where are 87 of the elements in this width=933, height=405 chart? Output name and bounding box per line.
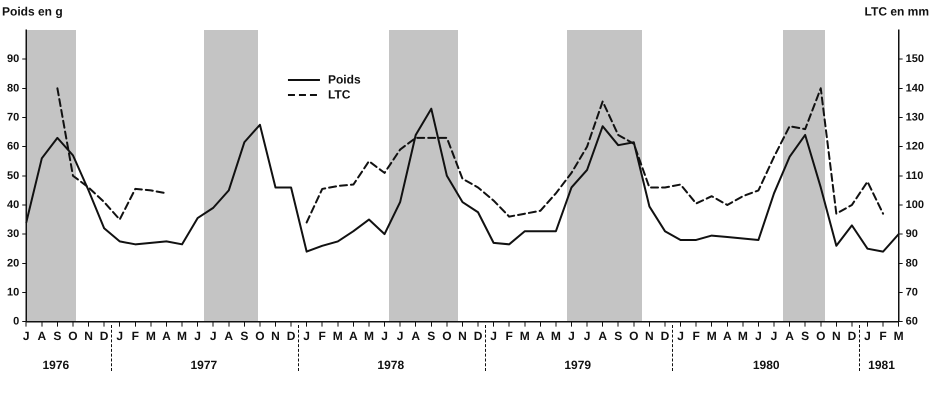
x-tick-label: A bbox=[224, 329, 234, 344]
x-tick-label: A bbox=[162, 329, 172, 344]
x-tick-label: S bbox=[53, 329, 62, 344]
x-tick-label: J bbox=[116, 329, 124, 344]
y-tick-label: 90 bbox=[6, 53, 20, 66]
x-tick-label: D bbox=[660, 329, 670, 344]
text: 1976 bbox=[42, 358, 70, 372]
x-tick-label: A bbox=[785, 329, 794, 344]
x-tick-label: A bbox=[411, 329, 420, 344]
x-tick-label: J bbox=[584, 329, 590, 344]
x-tick-label: F bbox=[318, 329, 326, 344]
x-tick-label: J bbox=[194, 329, 201, 344]
y2-tick-label: 70 bbox=[906, 286, 918, 298]
y2-axis-title: LTC en mm bbox=[864, 4, 929, 18]
x-tick-label: D bbox=[474, 329, 483, 344]
x-tick-label: J bbox=[490, 329, 497, 344]
x-tick-label: F bbox=[132, 329, 139, 344]
y2-tick-label: 60 bbox=[906, 316, 918, 328]
y-axis-title: Poids en g bbox=[2, 4, 63, 18]
y2-tick-label: 130 bbox=[906, 112, 924, 124]
x-tick-label: N bbox=[645, 329, 654, 344]
y-tick-label: 10 bbox=[6, 286, 20, 298]
x-tick-label: J bbox=[755, 329, 762, 344]
x-tick-label: J bbox=[381, 329, 388, 344]
x-tick-label: A bbox=[536, 329, 545, 344]
x-tick-label: N bbox=[832, 329, 841, 344]
x-tick-label: M bbox=[364, 329, 374, 344]
x-tick-label: J bbox=[303, 329, 310, 344]
x-tick-label: M bbox=[738, 329, 748, 344]
x-tick-label: D bbox=[286, 329, 296, 344]
y2-tick-label: 120 bbox=[906, 140, 924, 153]
x-tick-label: J bbox=[770, 329, 778, 344]
x-tick-label: O bbox=[68, 329, 78, 344]
x-tick-label: M bbox=[550, 329, 561, 344]
y2-tick-label: 150 bbox=[906, 53, 924, 66]
x-tick-label: D bbox=[100, 329, 109, 344]
x-tick-label: O bbox=[629, 329, 638, 344]
y-tick-label: 30 bbox=[6, 228, 20, 240]
legend-label: LTC bbox=[328, 87, 351, 102]
x-tick-label: F bbox=[692, 329, 700, 344]
y-tick-label: 0 bbox=[13, 316, 20, 328]
y2-tick-label: 100 bbox=[906, 198, 924, 211]
x-tick-label: M bbox=[177, 329, 188, 344]
x-tick-label: S bbox=[801, 329, 810, 344]
x-tick-label: J bbox=[396, 329, 404, 344]
legend-label: Poids bbox=[328, 72, 361, 86]
y-tick-label: 50 bbox=[6, 170, 20, 182]
y-tick-label: 60 bbox=[6, 140, 20, 153]
x-tick-label: O bbox=[442, 329, 452, 344]
y2-tick-label: 140 bbox=[906, 82, 924, 94]
text: 1979 bbox=[564, 358, 592, 372]
y-tick-label: 20 bbox=[6, 257, 20, 270]
x-tick-label: J bbox=[210, 329, 217, 344]
y2-tick-label: 80 bbox=[906, 257, 918, 270]
y2-tick-label: 90 bbox=[906, 228, 918, 240]
x-tick-label: A bbox=[37, 329, 46, 344]
x-tick-label: A bbox=[349, 329, 358, 344]
x-tick-label: J bbox=[677, 329, 684, 344]
y-tick-label: 80 bbox=[6, 82, 20, 94]
x-tick-label: D bbox=[848, 329, 857, 344]
x-tick-label: A bbox=[598, 329, 608, 344]
x-tick-label: J bbox=[568, 329, 575, 344]
x-tick-label: J bbox=[22, 329, 30, 344]
y-tick-label: 70 bbox=[6, 112, 20, 124]
x-tick-label: M bbox=[706, 329, 717, 344]
x-tick-label: F bbox=[506, 329, 513, 344]
x-tick-label: F bbox=[879, 329, 887, 344]
x-tick-label: J bbox=[864, 329, 871, 344]
x-tick-label: M bbox=[146, 329, 156, 344]
text: 1981 bbox=[868, 358, 896, 372]
x-tick-label: S bbox=[427, 329, 436, 344]
y-tick-label: 40 bbox=[6, 198, 20, 211]
x-tick-label: O bbox=[255, 329, 265, 344]
x-tick-label: M bbox=[894, 329, 904, 344]
x-tick-label: N bbox=[458, 329, 467, 344]
x-tick-label: M bbox=[332, 329, 343, 344]
x-tick-label: S bbox=[240, 329, 248, 344]
text: 1977 bbox=[190, 358, 218, 372]
text: 1978 bbox=[377, 358, 404, 372]
x-tick-label: N bbox=[84, 329, 93, 344]
x-tick-label: O bbox=[816, 329, 826, 344]
x-tick-label: N bbox=[271, 329, 280, 344]
x-tick-label: A bbox=[722, 329, 732, 344]
y2-tick-label: 110 bbox=[906, 170, 924, 182]
text: 1980 bbox=[752, 358, 780, 372]
x-tick-label: M bbox=[520, 329, 530, 344]
x-tick-label: S bbox=[614, 329, 622, 344]
